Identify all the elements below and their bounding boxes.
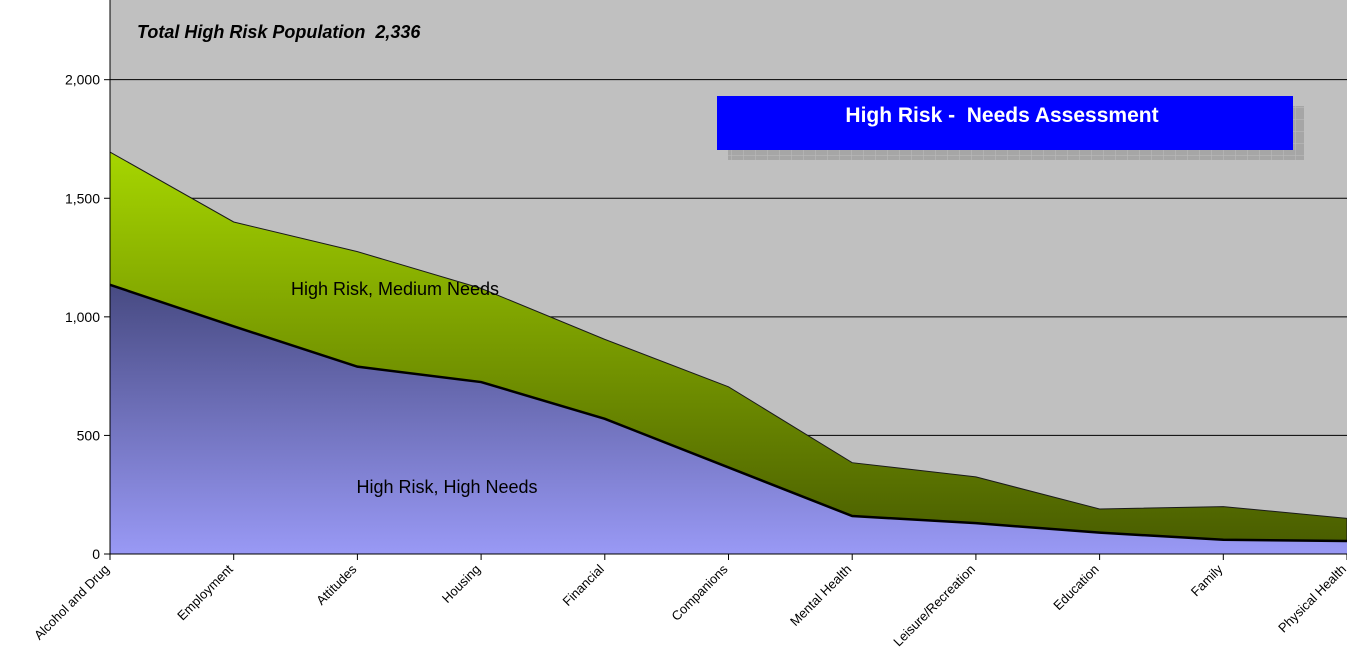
y-tick-label: 1,000 xyxy=(65,309,100,325)
series-label-high-risk-high-needs: High Risk, High Needs xyxy=(356,477,537,497)
y-tick-label: 0 xyxy=(92,546,100,562)
banner-title: High Risk - Needs Assessment xyxy=(845,104,1158,127)
chart-banner: High Risk - Needs Assessment xyxy=(717,96,1304,160)
banner-box xyxy=(717,96,1293,150)
series-line-high-risk-high-needs xyxy=(109,283,1347,543)
series-area-high-risk-high-needs xyxy=(110,284,1347,554)
x-tick-label: Leisure/Recreation xyxy=(890,562,978,650)
y-tick-label: 2,000 xyxy=(65,72,100,88)
x-tick-label: Housing xyxy=(439,562,483,606)
x-tick-label: Attitudes xyxy=(313,561,360,608)
y-axis-ticks: 0 500 1,000 1,500 2,000 xyxy=(65,72,110,562)
chart-title: Total High Risk Population 2,336 xyxy=(137,22,421,42)
x-axis-ticks: Alcohol and Drug Employment Attitudes Housi… xyxy=(31,554,1347,649)
x-tick-label: Physical Health xyxy=(1275,562,1347,636)
y-tick-label: 500 xyxy=(77,427,101,443)
series-label-high-risk-medium-needs: High Risk, Medium Needs xyxy=(291,279,499,299)
x-tick-label: Family xyxy=(1188,561,1226,599)
x-tick-label: Mental Health xyxy=(787,562,854,629)
y-tick-label: 1,500 xyxy=(65,190,100,206)
x-tick-label: Education xyxy=(1050,562,1101,613)
x-tick-label: Employment xyxy=(174,561,236,623)
x-tick-label: Alcohol and Drug xyxy=(31,562,112,643)
x-tick-label: Financial xyxy=(560,561,607,608)
x-tick-label: Companions xyxy=(668,561,731,624)
